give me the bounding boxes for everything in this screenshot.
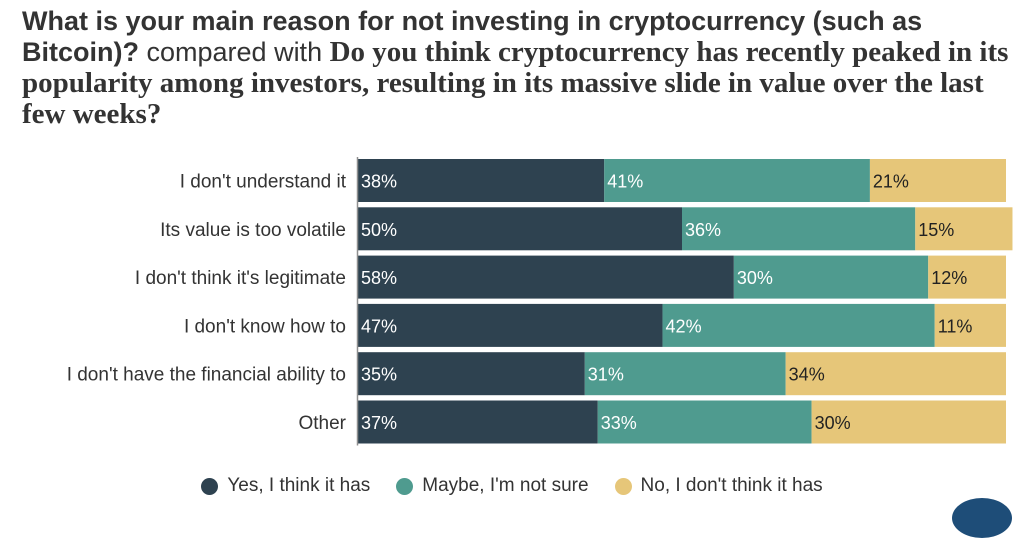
bar-segment bbox=[358, 352, 585, 396]
bar-segment bbox=[358, 400, 598, 444]
bar-segment bbox=[604, 159, 870, 202]
category-label: I don't know how to bbox=[184, 316, 346, 337]
bar-segment bbox=[584, 352, 786, 396]
legend-swatch bbox=[201, 477, 219, 495]
data-label: 42% bbox=[666, 316, 702, 336]
legend-label: Yes, I think it has bbox=[227, 475, 371, 496]
legend-item: Yes, I think it has bbox=[201, 475, 370, 497]
title-question-2: Do you think cryptocurrency has recently… bbox=[22, 36, 1009, 130]
chart-title: What is your main reason for not investi… bbox=[22, 6, 1012, 130]
data-label: 47% bbox=[361, 316, 397, 336]
bar-segment bbox=[785, 352, 1006, 396]
bar-segment bbox=[597, 400, 812, 444]
data-label: 21% bbox=[873, 172, 909, 192]
legend-swatch bbox=[396, 477, 414, 495]
bar-segment bbox=[811, 400, 1006, 444]
legend-label: No, I don't think it has bbox=[640, 475, 823, 496]
bar-segment bbox=[928, 255, 1006, 299]
category-label: I don't think it's legitimate bbox=[135, 268, 346, 289]
data-label: 37% bbox=[361, 413, 397, 433]
chart-legend: Yes, I think it has Maybe, I'm not sure No… bbox=[0, 475, 1024, 497]
data-label: 35% bbox=[361, 365, 397, 385]
corner-logo-shape bbox=[952, 498, 1012, 538]
data-label: 30% bbox=[815, 413, 851, 433]
stacked-bar-chart: I don't understand it 38% 41% 21% Its value … bbox=[67, 157, 1013, 446]
bar-segment bbox=[869, 159, 1006, 202]
legend-label: Maybe, I'm not sure bbox=[422, 475, 589, 496]
data-label: 30% bbox=[737, 268, 773, 288]
bar-segment bbox=[733, 255, 929, 299]
title-joiner: compared with bbox=[146, 37, 323, 67]
legend-swatch bbox=[614, 477, 632, 495]
data-label: 41% bbox=[607, 172, 643, 192]
title-question-1: What is your main reason for not investi… bbox=[22, 6, 923, 67]
data-label: 12% bbox=[931, 268, 967, 288]
data-label: 15% bbox=[918, 220, 954, 240]
legend-item: No, I don't think it has bbox=[614, 475, 823, 497]
category-label: Other bbox=[298, 413, 346, 434]
data-label: 33% bbox=[601, 413, 637, 433]
bar-segment bbox=[682, 207, 916, 251]
bar-segment bbox=[662, 303, 935, 347]
category-label: Its value is too volatile bbox=[160, 220, 346, 241]
category-label: I don't understand it bbox=[180, 172, 347, 193]
data-label: 34% bbox=[789, 365, 825, 385]
bar-segment bbox=[358, 303, 663, 347]
bar-segment bbox=[358, 207, 682, 251]
bar-segment bbox=[915, 207, 1013, 251]
data-label: 38% bbox=[361, 172, 397, 192]
bar-segment bbox=[358, 159, 605, 202]
legend-item: Maybe, I'm not sure bbox=[396, 475, 589, 497]
bar-segment bbox=[934, 303, 1006, 347]
data-label: 31% bbox=[588, 365, 624, 385]
data-label: 11% bbox=[938, 316, 973, 336]
category-label: I don't have the financial ability to bbox=[67, 365, 346, 386]
data-label: 50% bbox=[361, 220, 397, 240]
bar-segment bbox=[358, 255, 734, 299]
data-label: 58% bbox=[361, 268, 397, 288]
data-label: 36% bbox=[685, 220, 721, 240]
